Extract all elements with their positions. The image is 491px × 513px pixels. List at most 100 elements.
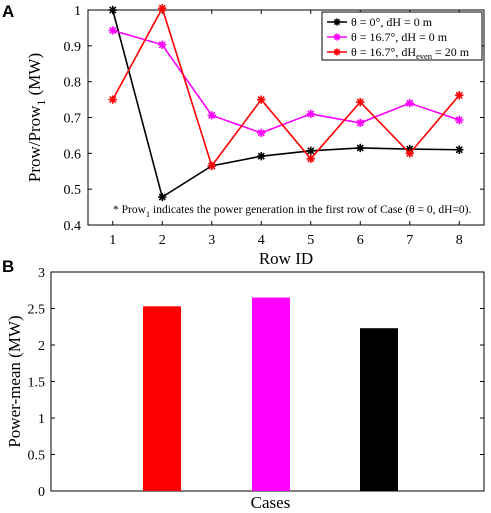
- legend-marker-0-stroke: [333, 18, 341, 26]
- legend-a: θ = 0°, dH = 0 mθ = 16.7°, dH = 0 mθ = 1…: [321, 11, 483, 61]
- y-axis-label-a-sub: 1: [34, 100, 48, 106]
- y-tick-label-a: 1: [74, 4, 81, 19]
- series-1-point: [306, 109, 315, 119]
- series-line-1: [112, 29, 460, 134]
- y-tick-label-a: 0.9: [64, 40, 82, 55]
- legend-marker-1-stroke: [333, 33, 341, 41]
- bar-chart-plot-area: 0 0.5 1 1.5 2 2.5 3: [28, 266, 485, 500]
- x-axis-label-b: Cases: [251, 493, 291, 512]
- bar-0: [143, 306, 181, 491]
- series-0-point: [455, 145, 464, 154]
- series-1-point-stroke: [307, 110, 315, 118]
- y-tick-label-a: 0.7: [64, 112, 82, 127]
- y-axis-label-a-unit: (MW): [25, 53, 44, 100]
- series-1-point-stroke: [356, 119, 364, 127]
- legend-marker-2: [333, 48, 341, 56]
- series-2-point-stroke: [307, 155, 315, 163]
- legend-label-tail: = 20 m: [432, 45, 470, 59]
- series-0-point: [158, 192, 167, 202]
- panel-a-letter: A: [2, 2, 14, 21]
- legend-label-2: θ = 16.7°, dHeven = 20 m: [351, 45, 470, 61]
- series-1-point-stroke: [208, 111, 216, 119]
- y-tick-label-b: 1.5: [28, 376, 46, 391]
- series-2-point: [306, 154, 315, 163]
- series-1-point-stroke: [406, 99, 414, 107]
- y-tick-label-b: 1: [38, 412, 45, 427]
- series-2-point: [257, 95, 266, 104]
- y-tick-label-a: 0.8: [64, 76, 82, 91]
- x-tick-label-a: 2: [159, 233, 166, 248]
- x-tick-label-a: 1: [109, 233, 116, 248]
- series-1-point: [207, 111, 216, 120]
- legend-label-sub: even: [416, 51, 433, 61]
- y-tick-label-b: 2.5: [28, 303, 46, 318]
- series-0-point-stroke: [257, 152, 265, 160]
- y-tick-label-b: 2: [38, 339, 45, 354]
- series-0-point: [306, 146, 315, 156]
- x-tick-label-a: 5: [307, 233, 314, 248]
- y-tick-label-b: 3: [38, 266, 45, 281]
- series-line-2: [112, 6, 460, 168]
- series-0-point: [257, 152, 266, 161]
- legend-label-1: θ = 16.7°, dH = 0 m: [351, 30, 448, 44]
- legend-marker-1: [333, 33, 341, 41]
- legend-label-main: θ = 0°, dH = 0 m: [351, 15, 433, 29]
- legend-box-a: [321, 11, 483, 61]
- series-1-point: [108, 26, 117, 35]
- line-chart-plot-area: 1 2 3 4 5 6 7 8 0.4 0.5 0.6 0.7 0.8 0.9 1: [64, 4, 485, 248]
- series-2-point-stroke: [257, 95, 265, 104]
- legend-marker-0: [333, 18, 341, 26]
- x-tick-label-a: 7: [406, 233, 413, 248]
- x-tick-label-a: 3: [208, 233, 215, 248]
- series-0-point-stroke: [455, 146, 463, 154]
- series-0-point: [356, 143, 365, 153]
- series-0-point-stroke: [307, 147, 315, 155]
- series-1-point-stroke: [109, 26, 117, 35]
- x-tick-label-a: 8: [456, 233, 463, 248]
- series-2-point: [108, 95, 117, 104]
- series-line-0: [111, 9, 460, 199]
- legend-label-0: θ = 0°, dH = 0 m: [351, 15, 433, 29]
- y-axis-label-a-main: Prow/Prow: [25, 105, 44, 182]
- annotation-before: * Prow: [113, 204, 147, 216]
- series-2-point: [405, 149, 414, 158]
- series-2-point: [158, 4, 167, 13]
- series-0-point-stroke: [158, 193, 166, 201]
- y-tick-label-b: 0.5: [28, 449, 46, 464]
- series-2-point-stroke: [356, 98, 364, 106]
- bar-chart-b: 0 0.5 1 1.5 2 2.5 3 Cases Power-mean (MW): [5, 266, 485, 512]
- series-0-point-stroke: [356, 144, 364, 152]
- series-1-point: [257, 128, 266, 138]
- legend-marker-2-stroke: [333, 48, 341, 56]
- annotation-sub: 1: [146, 209, 150, 219]
- y-axis-label-a: Prow/Prow1 (MW): [25, 53, 48, 182]
- series-2-point-stroke: [109, 95, 117, 104]
- y-axis-label-b: Power-mean (MW): [5, 315, 24, 447]
- series-2-point-stroke: [455, 91, 463, 99]
- series-2-point: [356, 97, 365, 107]
- series-1-point-stroke: [455, 116, 463, 124]
- series-1-point: [158, 40, 167, 49]
- chart-a-annotation: * Prow1 indicates the power generation i…: [113, 204, 472, 219]
- annotation-after: indicates the power generation in the fi…: [150, 204, 471, 216]
- x-tick-label-a: 4: [258, 233, 265, 248]
- series-2-point-stroke: [208, 162, 216, 170]
- bar-1: [252, 297, 290, 491]
- series-1-point-stroke: [158, 41, 166, 49]
- y-tick-label-a: 0.6: [64, 147, 82, 162]
- series-2-point-stroke: [158, 4, 166, 12]
- series-1-point-stroke: [257, 129, 265, 137]
- series-2-point: [207, 161, 216, 171]
- x-tick-label-a: 6: [357, 233, 364, 248]
- x-axis-label-a: Row ID: [259, 249, 313, 268]
- series-2-point-stroke: [406, 149, 414, 157]
- panel-b-letter: B: [2, 257, 14, 276]
- series-1-point: [405, 98, 414, 108]
- legend-label-main: θ = 16.7°, dH: [351, 45, 416, 59]
- y-tick-label-b: 0: [38, 485, 45, 500]
- series-1-point: [455, 115, 464, 125]
- line-chart-a: 1 2 3 4 5 6 7 8 0.4 0.5 0.6 0.7 0.8 0.9 1 Row ID Prow/…: [25, 4, 485, 268]
- series-0-point: [108, 5, 117, 15]
- series-0-point-stroke: [109, 6, 117, 14]
